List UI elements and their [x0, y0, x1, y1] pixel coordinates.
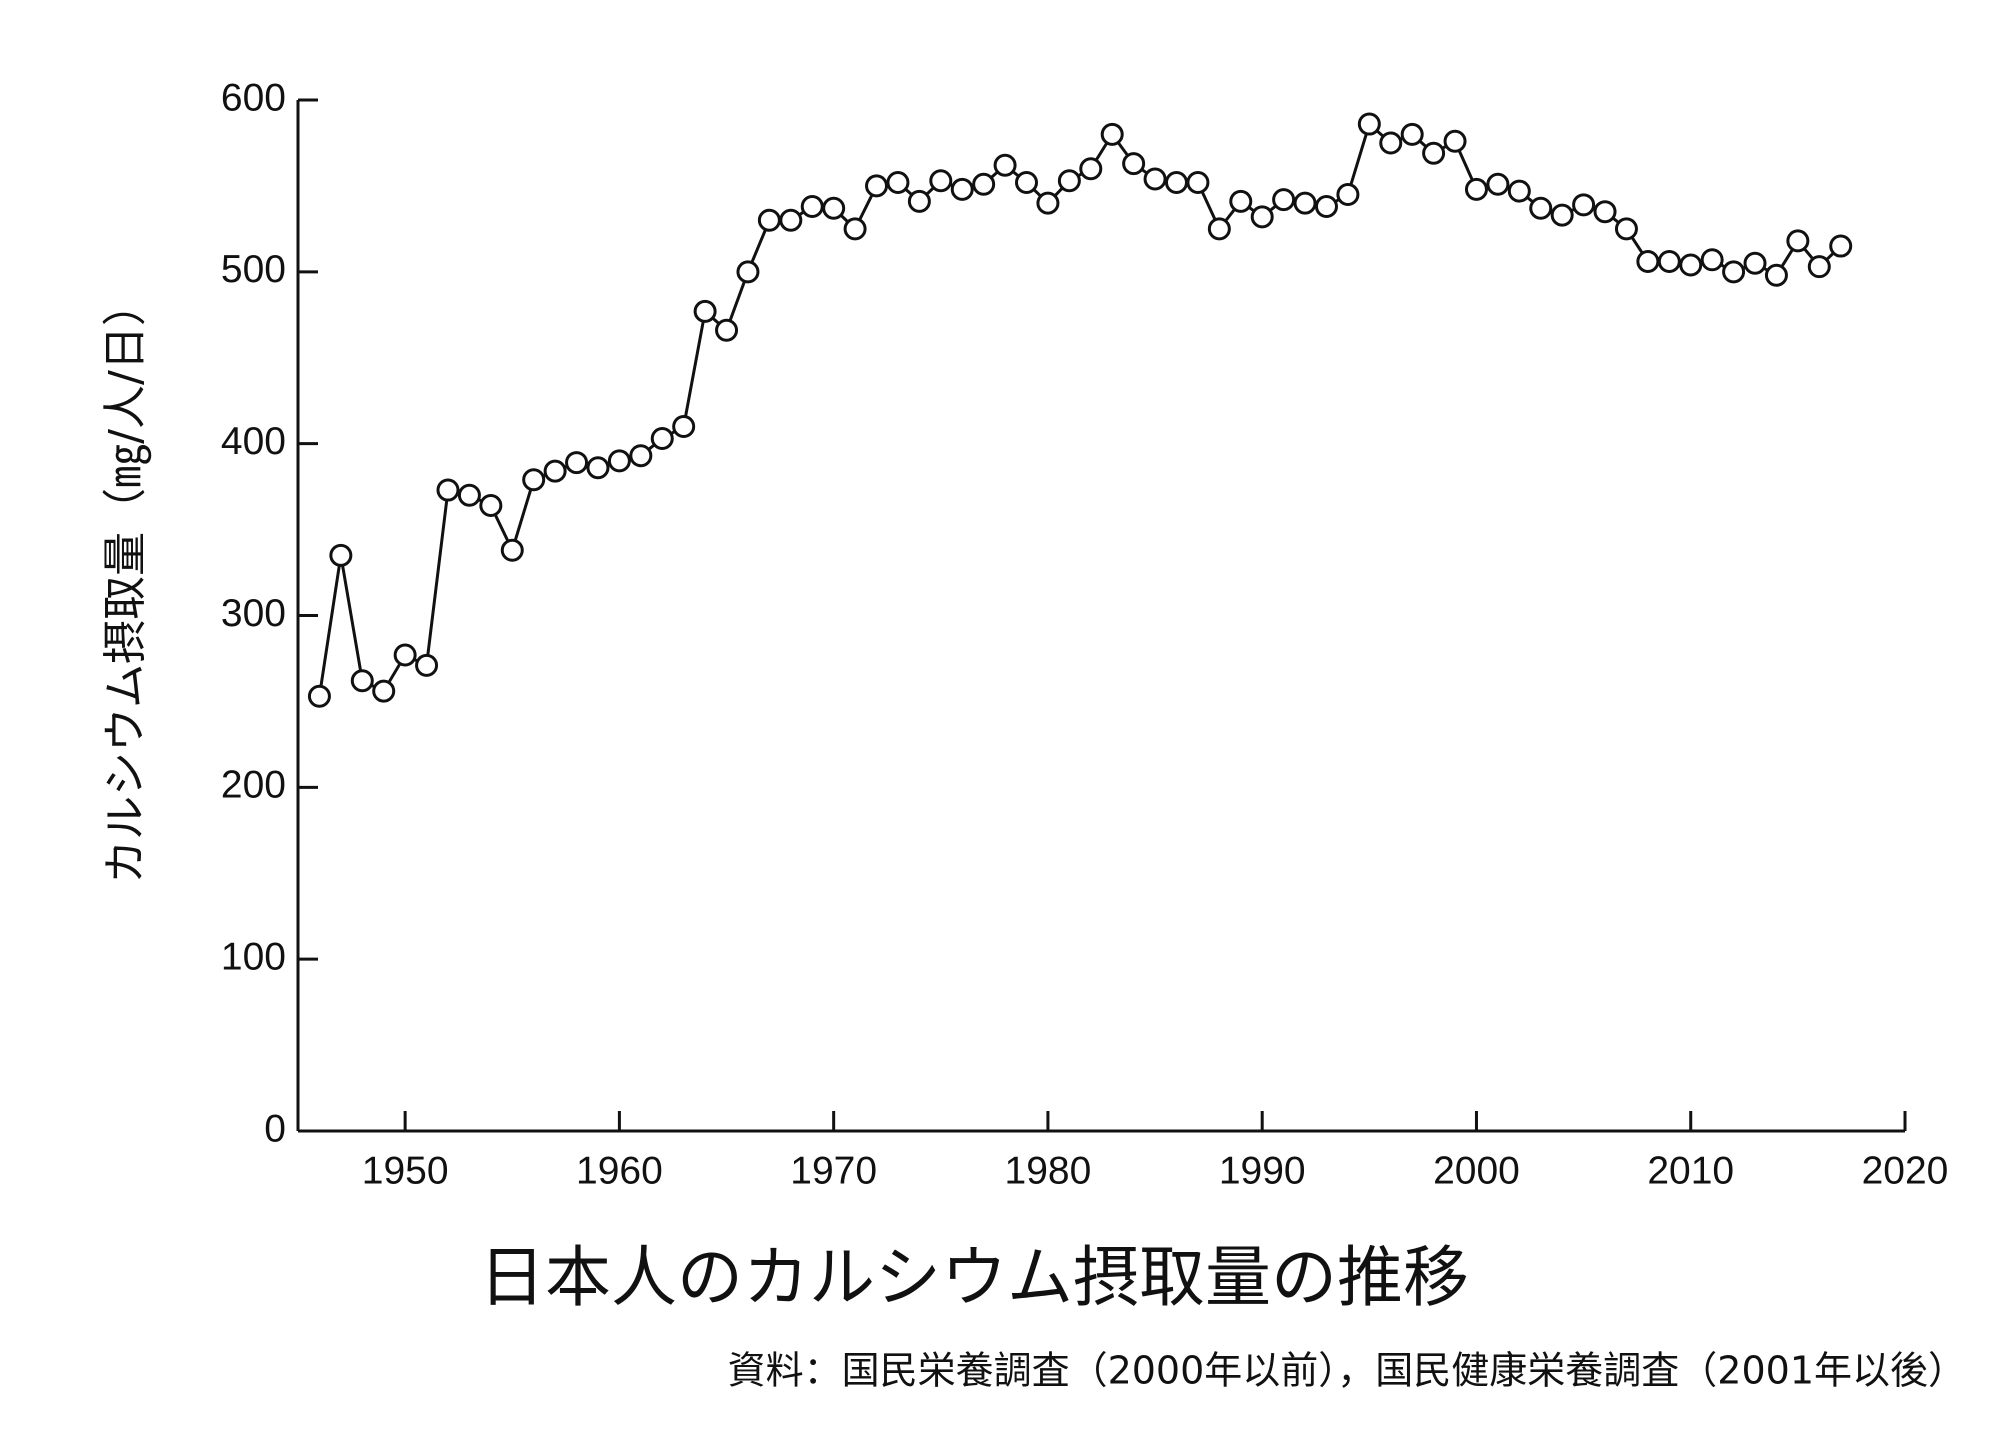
data-point — [1036, 191, 1060, 215]
data-point — [650, 427, 674, 451]
y-tick-label: 500 — [221, 248, 286, 291]
y-tick-label: 200 — [221, 764, 286, 807]
data-point — [543, 459, 567, 483]
data-point — [950, 177, 974, 201]
y-tick-label: 300 — [221, 592, 286, 635]
data-point — [436, 478, 460, 502]
x-tick-label: 2020 — [1862, 1149, 1949, 1192]
data-point — [1336, 183, 1360, 207]
data-point — [907, 189, 931, 213]
x-tick-label: 1980 — [1005, 1149, 1092, 1192]
data-point — [822, 196, 846, 220]
data-point — [372, 679, 396, 703]
data-point — [1400, 122, 1424, 146]
data-point — [1015, 170, 1039, 194]
x-tick-label: 2000 — [1433, 1149, 1520, 1192]
x-tick-label: 1990 — [1219, 1149, 1306, 1192]
x-tick-label: 2010 — [1647, 1149, 1734, 1192]
x-tick-label: 1950 — [362, 1149, 449, 1192]
data-point — [500, 538, 524, 562]
data-point — [1164, 170, 1188, 194]
data-point — [993, 153, 1017, 177]
data-point — [607, 449, 631, 473]
data-point — [1443, 129, 1467, 153]
data-point — [1057, 169, 1081, 193]
data-point — [1786, 229, 1810, 253]
y-tick-label: 400 — [221, 420, 286, 463]
data-point — [865, 174, 889, 198]
data-point — [1293, 191, 1317, 215]
data-point — [1379, 131, 1403, 155]
data-point — [1207, 217, 1231, 241]
data-point — [1507, 179, 1531, 203]
data-point — [586, 456, 610, 480]
data-point — [1829, 234, 1853, 258]
data-point — [1572, 193, 1596, 217]
data-point — [1679, 253, 1703, 277]
data-point — [715, 318, 739, 342]
data-point — [1422, 141, 1446, 165]
data-point — [329, 543, 353, 567]
data-point — [565, 451, 589, 475]
x-tick-label: 1970 — [790, 1149, 877, 1192]
data-point — [1722, 260, 1746, 284]
data-point — [736, 260, 760, 284]
x-tick-label: 1960 — [576, 1149, 663, 1192]
data-point — [1636, 250, 1660, 274]
data-point — [629, 444, 653, 468]
data-point — [1357, 112, 1381, 136]
data-point — [1529, 196, 1553, 220]
chart-title: 日本人のカルシウム摂取量の推移 — [479, 1239, 1469, 1316]
data-point — [1314, 195, 1338, 219]
data-point — [1079, 157, 1103, 181]
data-point — [1272, 188, 1296, 212]
source-note: 資料：国民栄養調査（2000年以前），国民健康栄養調査（2001年以後） — [728, 1349, 1966, 1393]
data-point — [350, 669, 374, 693]
data-point — [393, 643, 417, 667]
data-point — [972, 172, 996, 196]
data-point — [1593, 200, 1617, 224]
data-point — [307, 684, 331, 708]
data-point — [1143, 167, 1167, 191]
data-point — [693, 299, 717, 323]
data-point — [457, 483, 481, 507]
y-tick-label: 100 — [221, 935, 286, 978]
data-point — [1700, 248, 1724, 272]
data-point — [1100, 122, 1124, 146]
data-point — [886, 170, 910, 194]
data-point — [1807, 255, 1831, 279]
data-point — [1464, 177, 1488, 201]
data-point — [1229, 189, 1253, 213]
data-point — [929, 169, 953, 193]
data-point — [1122, 152, 1146, 176]
data-point — [522, 468, 546, 492]
data-point — [1250, 205, 1274, 229]
data-point — [1486, 172, 1510, 196]
data-point — [779, 208, 803, 232]
data-point — [1186, 170, 1210, 194]
y-tick-label: 600 — [221, 76, 286, 119]
data-point — [1550, 203, 1574, 227]
data-point — [1614, 217, 1638, 241]
y-tick-label: 0 — [264, 1107, 286, 1150]
data-point — [1743, 251, 1767, 275]
data-point — [843, 217, 867, 241]
data-point — [1657, 250, 1681, 274]
data-point — [800, 195, 824, 219]
y-axis-label: カルシウム摂取量（㎎/人/日） — [100, 282, 151, 884]
data-point — [1764, 263, 1788, 287]
data-point — [757, 208, 781, 232]
data-point — [479, 494, 503, 518]
data-point — [672, 414, 696, 438]
data-point — [415, 653, 439, 677]
